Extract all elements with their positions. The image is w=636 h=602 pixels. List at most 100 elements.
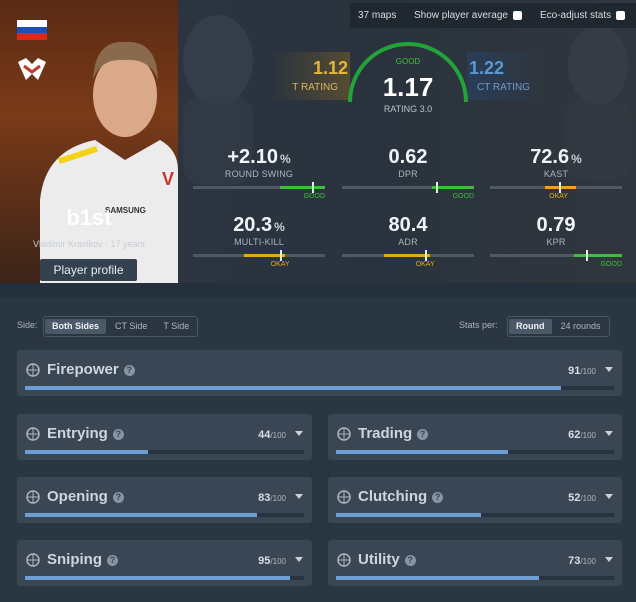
category-name: Utility?: [358, 551, 416, 568]
expand-caret[interactable]: [295, 494, 303, 499]
stat-value-line: 0.62: [342, 146, 474, 169]
score-track: [336, 450, 614, 454]
gauge-segment: [384, 254, 431, 257]
score-max: /100: [580, 431, 596, 440]
help-icon[interactable]: ?: [432, 492, 444, 503]
t-rating-value: 1.12: [312, 58, 348, 78]
gauge-marker: [558, 182, 561, 193]
score-max: /100: [270, 557, 286, 566]
help-icon[interactable]: ?: [404, 555, 416, 566]
stat-verdict: GOOD: [303, 193, 325, 200]
stats-per-label: Stats per:: [459, 320, 498, 330]
t-rating-label: T RATING: [292, 82, 338, 93]
category-score: 44/100: [258, 429, 286, 441]
expand-caret[interactable]: [605, 367, 613, 372]
category-card[interactable]: Trading? 62/100: [328, 414, 622, 460]
category-score: 62/100: [568, 429, 596, 441]
help-icon[interactable]: ?: [123, 365, 135, 376]
category-icon: [26, 363, 40, 377]
player-summary: V SAMSUNG b1st Vladimir Krasikov · 17 ye…: [0, 0, 636, 283]
score-value: 52: [568, 492, 581, 504]
help-icon[interactable]: ?: [112, 492, 124, 503]
stat-value-line: 80.4: [342, 214, 474, 237]
expand-caret[interactable]: [605, 557, 613, 562]
show-average-toggle[interactable]: Show player average: [414, 10, 522, 21]
expand-caret[interactable]: [605, 494, 613, 499]
category-score: 73/100: [568, 555, 596, 567]
stats-per-option[interactable]: Round: [509, 319, 552, 334]
stat-value: +2.10: [227, 146, 278, 168]
side-option[interactable]: Both Sides: [45, 319, 107, 334]
expand-caret[interactable]: [295, 431, 303, 436]
stat-verdict: GOOD: [600, 261, 622, 268]
score-track: [336, 576, 614, 580]
stat-gauge: [193, 182, 325, 193]
category-card[interactable]: Entrying? 44/100: [17, 414, 312, 460]
stat-value-line: +2.10%: [193, 146, 325, 169]
side-option[interactable]: CT Side: [115, 321, 148, 331]
score-value: 62: [568, 429, 581, 441]
category-icon: [26, 553, 40, 567]
stat-gauge: [342, 250, 474, 261]
player-nickname: b1st: [66, 205, 112, 230]
category-card[interactable]: Clutching? 52/100: [328, 477, 622, 523]
stat-gauge: [342, 182, 474, 193]
rating-arc: [348, 42, 468, 103]
checkbox[interactable]: [512, 10, 522, 20]
svg-text:SAMSUNG: SAMSUNG: [105, 206, 146, 215]
help-icon[interactable]: ?: [112, 429, 124, 440]
stat-unit: %: [571, 152, 582, 166]
category-card[interactable]: Utility? 73/100: [328, 540, 622, 586]
rating-label: RATING 3.0: [383, 104, 433, 114]
category-name: Firepower?: [47, 361, 135, 378]
category-score: 83/100: [258, 492, 286, 504]
score-bar: [336, 513, 481, 517]
ct-rating: 1.22 CT RATING: [467, 52, 545, 100]
stats-per-option[interactable]: 24 rounds: [560, 321, 601, 331]
player-info: Vladimir Krasikov · 17 years: [0, 239, 178, 249]
maps-count: 37 maps: [358, 10, 397, 21]
category-score: 52/100: [568, 492, 596, 504]
toggle-label: Eco-adjust stats: [540, 10, 612, 21]
score-track: [336, 513, 614, 517]
player-panel: V SAMSUNG b1st Vladimir Krasikov · 17 ye…: [0, 0, 178, 283]
stat-unit: %: [279, 152, 291, 166]
category-card[interactable]: Firepower? 91/100: [17, 350, 622, 396]
score-bar: [25, 576, 291, 580]
stat-value: 20.3: [233, 214, 273, 236]
stat-verdict: OKAY: [415, 261, 435, 268]
score-value: 95: [258, 555, 271, 567]
player-photo: V SAMSUNG: [17, 20, 178, 283]
checkbox[interactable]: [616, 10, 626, 20]
score-track: [25, 386, 614, 390]
score-bar: [336, 576, 539, 580]
stat: 0.62 DPR: [342, 146, 474, 179]
expand-caret[interactable]: [295, 557, 303, 562]
stat-label: KAST: [543, 169, 569, 179]
stat-gauge: [490, 250, 622, 261]
help-icon[interactable]: ?: [107, 555, 118, 566]
gauge-marker: [586, 250, 589, 261]
profile-button[interactable]: Player profile: [40, 259, 137, 281]
gauge-marker: [311, 182, 314, 193]
toggle-label: Show player average: [414, 10, 508, 21]
category-card[interactable]: Sniping? 95/100: [17, 540, 312, 586]
stat: 0.79 KPR: [490, 214, 622, 247]
score-track: [25, 576, 304, 580]
category-title: Clutching: [358, 488, 428, 505]
stats-per-selector: Round 24 rounds: [507, 316, 610, 337]
category-card[interactable]: Opening? 83/100: [17, 477, 312, 523]
stat-label: ADR: [398, 237, 418, 247]
help-icon[interactable]: ?: [417, 429, 429, 440]
real-name: Vladimir Krasikov: [32, 239, 103, 249]
stat-value-line: 0.79: [490, 214, 622, 237]
expand-caret[interactable]: [605, 431, 613, 436]
t-rating: 1.12 T RATING: [272, 52, 350, 100]
score-max: /100: [580, 494, 596, 503]
category-score: 91/100: [568, 365, 596, 377]
gauge-marker: [280, 250, 283, 261]
side-option[interactable]: T Side: [163, 321, 190, 331]
eco-adjust-toggle[interactable]: Eco-adjust stats: [540, 10, 626, 21]
category-icon: [337, 490, 351, 504]
